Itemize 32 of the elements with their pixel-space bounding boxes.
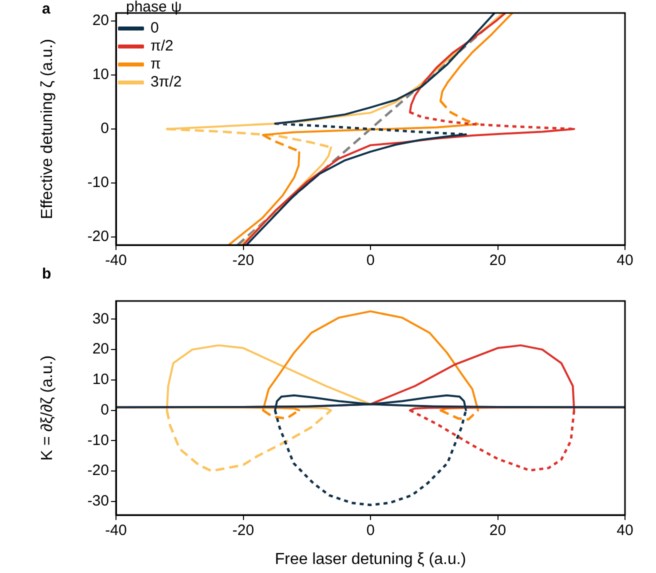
text: a — [42, 0, 51, 18]
x-tick-label: -40 — [105, 252, 127, 270]
x-tick-label: 0 — [366, 252, 375, 270]
y-tick-label: 20 — [92, 340, 109, 358]
x-tick-label: 0 — [366, 522, 375, 540]
x-tick-label: 40 — [616, 252, 634, 270]
legend-label: π/2 — [150, 38, 174, 55]
x-tick-label: 40 — [616, 522, 634, 540]
legend-label: 0 — [150, 20, 159, 37]
y-tick-label: -20 — [87, 462, 109, 480]
y-tick-label: -10 — [87, 174, 109, 192]
y-tick-label: 10 — [92, 66, 109, 84]
y-tick-label: 30 — [92, 310, 109, 328]
y-tick-label: 0 — [100, 401, 109, 418]
y-tick-label: -10 — [87, 432, 109, 449]
x-tick-label: 20 — [489, 252, 506, 270]
x-tick-label: 20 — [489, 522, 506, 540]
y-tick-label: -20 — [87, 228, 109, 246]
y-tick-label: -30 — [87, 492, 109, 510]
legend-title: phase ψ — [126, 0, 182, 16]
x-axis-title: Free laser detuning ξ (a.u.) — [274, 550, 466, 568]
legend-label: π — [150, 56, 161, 73]
x-tick-label: -20 — [232, 252, 254, 270]
y-tick-label: 0 — [100, 120, 109, 138]
legend-label: 3π/2 — [150, 74, 182, 91]
y-tick-label: 20 — [92, 12, 109, 30]
y-axis-title: K = ∂ξ/∂ζ (a.u.) — [39, 355, 56, 461]
x-tick-label: -40 — [105, 522, 127, 540]
y-tick-label: 10 — [92, 371, 109, 388]
x-tick-label: -20 — [232, 522, 254, 540]
y-axis-title: Effective detuning ζ (a.u.) — [39, 38, 56, 220]
text: b — [42, 266, 52, 283]
